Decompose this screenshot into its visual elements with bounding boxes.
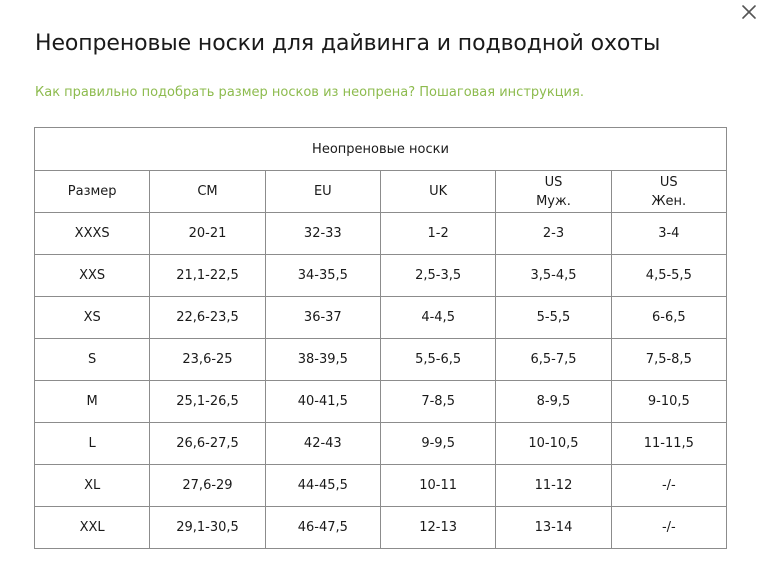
size-table: Неопреновые носки Размер CM EU UK US Муж. US Же… <box>33 127 728 549</box>
table-cell: 8-9,5 <box>495 380 612 423</box>
table-row: XL 27,6-29 44-45,5 10-11 11-12 -/- <box>33 464 728 507</box>
table-cell: 9-10,5 <box>610 380 728 423</box>
size-guide-link[interactable]: Как правильно подобрать размер носков из… <box>35 85 584 100</box>
close-button[interactable] <box>739 2 759 22</box>
table-cell: 20-21 <box>149 212 266 255</box>
column-header-line: Муж. <box>536 193 571 209</box>
table-cell: 5-5,5 <box>495 296 612 339</box>
table-header-row: Размер CM EU UK US Муж. US Жен. <box>33 170 728 213</box>
column-header-line: US <box>544 174 563 190</box>
column-header: Размер <box>33 170 151 213</box>
table-cell: 34-35,5 <box>264 254 381 297</box>
table-row: XXL 29,1-30,5 46-47,5 12-13 13-14 -/- <box>33 506 728 549</box>
column-header: US Жен. <box>610 170 728 213</box>
size-cell: XXS <box>33 254 151 297</box>
size-cell: M <box>33 380 151 423</box>
table-cell: 21,1-22,5 <box>149 254 266 297</box>
table-cell: 5,5-6,5 <box>379 338 497 381</box>
column-header-line: UK <box>429 184 448 199</box>
table-row: XXXS 20-21 32-33 1-2 2-3 3-4 <box>33 212 728 255</box>
table-cell: 46-47,5 <box>264 506 381 549</box>
table-caption: Неопреновые носки <box>34 127 727 171</box>
column-header: CM <box>149 170 266 213</box>
size-cell: L <box>33 422 151 465</box>
table-row: L 26,6-27,5 42-43 9-9,5 10-10,5 11-11,5 <box>33 422 728 465</box>
table-cell: 10-11 <box>379 464 497 507</box>
table-cell: 40-41,5 <box>264 380 381 423</box>
table-cell: 12-13 <box>379 506 497 549</box>
size-cell: XXXS <box>33 212 151 255</box>
table-body: XXXS 20-21 32-33 1-2 2-3 3-4 XXS 21,1-22,5 34-35… <box>33 212 728 549</box>
column-header-line: US <box>659 174 678 190</box>
column-header-line: EU <box>313 184 332 199</box>
table-cell: 27,6-29 <box>149 464 266 507</box>
table-cell: 3-4 <box>610 212 728 255</box>
table-cell: 22,6-23,5 <box>149 296 266 339</box>
size-cell: S <box>33 338 151 381</box>
table-cell: 25,1-26,5 <box>149 380 266 423</box>
table-cell: 13-14 <box>495 506 612 549</box>
table-cell: 1-2 <box>379 212 497 255</box>
table-cell: -/- <box>610 506 728 549</box>
table-cell: 11-12 <box>495 464 612 507</box>
table-cell: 42-43 <box>264 422 381 465</box>
table-cell: 2,5-3,5 <box>379 254 497 297</box>
table-cell: 7,5-8,5 <box>610 338 728 381</box>
table-cell: 9-9,5 <box>379 422 497 465</box>
table-cell: 36-37 <box>264 296 381 339</box>
column-header-line: CM <box>197 184 218 199</box>
size-cell: XXL <box>33 506 151 549</box>
table-cell: 7-8,5 <box>379 380 497 423</box>
size-cell: XL <box>33 464 151 507</box>
table-cell: 10-10,5 <box>495 422 612 465</box>
table-row: M 25,1-26,5 40-41,5 7-8,5 8-9,5 9-10,5 <box>33 380 728 423</box>
table-caption-row: Неопреновые носки <box>34 127 727 171</box>
table-row: XS 22,6-23,5 36-37 4-4,5 5-5,5 6-6,5 <box>33 296 728 339</box>
modal-title: Неопреновые носки для дайвинга и подводн… <box>35 31 661 56</box>
table-row: S 23,6-25 38-39,5 5,5-6,5 6,5-7,5 7,5-8,5 <box>33 338 728 381</box>
column-header-line: Жен. <box>651 193 687 209</box>
table-cell: 4-4,5 <box>379 296 497 339</box>
table-cell: 6-6,5 <box>610 296 728 339</box>
table-cell: -/- <box>610 464 728 507</box>
column-header: EU <box>264 170 381 213</box>
table-cell: 44-45,5 <box>264 464 381 507</box>
table-cell: 11-11,5 <box>610 422 728 465</box>
column-header: UK <box>379 170 497 213</box>
column-header: US Муж. <box>495 170 612 213</box>
close-icon <box>742 5 756 19</box>
table-cell: 38-39,5 <box>264 338 381 381</box>
table-cell: 3,5-4,5 <box>495 254 612 297</box>
table-cell: 2-3 <box>495 212 612 255</box>
table-cell: 29,1-30,5 <box>149 506 266 549</box>
column-header-line: Размер <box>67 184 117 199</box>
table-cell: 4,5-5,5 <box>610 254 728 297</box>
table-cell: 26,6-27,5 <box>149 422 266 465</box>
table-cell: 23,6-25 <box>149 338 266 381</box>
table-cell: 32-33 <box>264 212 381 255</box>
table-row: XXS 21,1-22,5 34-35,5 2,5-3,5 3,5-4,5 4,5-5,5 <box>33 254 728 297</box>
table-cell: 6,5-7,5 <box>495 338 612 381</box>
size-cell: XS <box>33 296 151 339</box>
